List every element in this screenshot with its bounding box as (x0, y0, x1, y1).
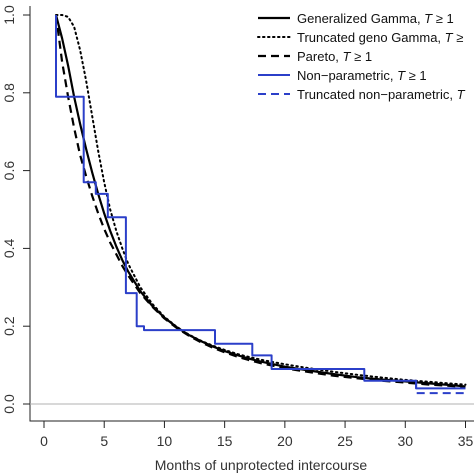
legend-label-4: Non−parametric, T ≥ 1 (297, 68, 427, 83)
y-tick-label: 0.2 (1, 316, 17, 336)
x-axis: 0 5 10 15 20 25 30 35 (40, 421, 473, 449)
series-line-2 (55, 14, 467, 386)
y-tick-label: 1.0 (1, 5, 17, 25)
legend-label-1: Generalized Gamma, T ≥ 1 (297, 11, 454, 26)
y-tick-label: 0.4 (1, 238, 17, 258)
series-line-5 (415, 380, 466, 395)
series-layer (54, 14, 467, 395)
y-tick-label: 0.6 (1, 161, 17, 181)
x-tick-label: 15 (217, 433, 233, 449)
x-tick-label: 35 (458, 433, 474, 449)
legend: Generalized Gamma, T ≥ 1 Truncated geno G… (257, 11, 466, 102)
plot-frame (29, 6, 474, 422)
x-tick-label: 5 (100, 433, 108, 449)
x-tick-label: 25 (337, 433, 353, 449)
x-axis-title: Months of unprotected intercourse (155, 457, 368, 473)
x-tick-label: 0 (40, 433, 48, 449)
plot-border (29, 6, 474, 422)
series-line-4 (55, 15, 466, 390)
y-tick-label: 0.0 (1, 394, 17, 414)
y-tick-label: 0.8 (1, 83, 17, 103)
legend-label-3: Pareto, T ≥ 1 (297, 49, 372, 64)
x-tick-label: 20 (277, 433, 293, 449)
x-tick-label: 10 (157, 433, 173, 449)
x-tick-label: 30 (397, 433, 413, 449)
legend-label-2: Truncated geno Gamma, T ≥ (297, 30, 463, 45)
legend-label-5: Truncated non−parametric, T (297, 87, 466, 102)
y-axis: 0.0 0.2 0.4 0.6 0.8 1.0 (1, 5, 30, 414)
